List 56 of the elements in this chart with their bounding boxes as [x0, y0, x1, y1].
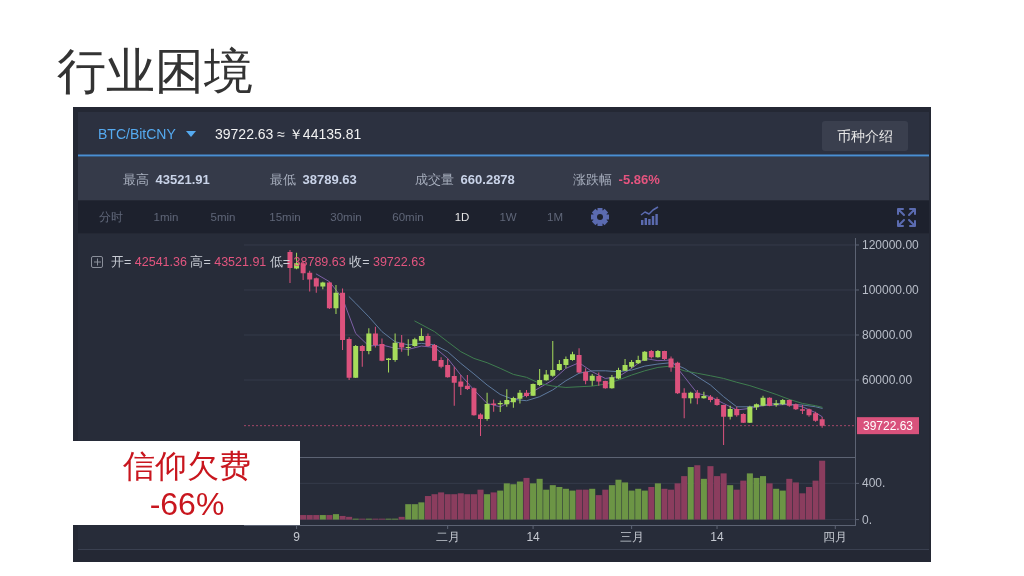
y-tick-label: 80000.00 — [862, 328, 913, 343]
text: 行业困境 — [57, 44, 253, 98]
text: 成交量 660.2878 — [415, 171, 515, 187]
text: 最低 38789.63 — [270, 171, 357, 187]
candlestick — [799, 405, 805, 415]
bar — [654, 483, 661, 520]
bar — [589, 488, 596, 520]
y-tick-label: 400. — [862, 476, 886, 491]
ref-line-label: 39722.63 — [862, 418, 914, 433]
text: 39722.63 ≈ ￥44135.81 — [215, 126, 362, 142]
y-tick-label: 100000.00 — [862, 282, 920, 297]
candlestick — [596, 372, 602, 386]
bar — [523, 477, 530, 520]
y-tick-label: 60000.00 — [862, 373, 913, 388]
x-tick-label: 四月 — [823, 530, 848, 544]
text: 1min — [153, 211, 179, 223]
y-tick-label: 120000.00 — [862, 237, 920, 252]
bar — [648, 486, 655, 520]
text: 最高 43521.91 — [123, 171, 210, 187]
bar — [490, 492, 497, 520]
bar — [727, 485, 734, 520]
candlestick — [418, 328, 424, 342]
x-tick-label: 14 — [526, 530, 541, 544]
bar — [326, 515, 333, 520]
text: 1D — [454, 211, 470, 223]
text: BTC/BitCNY — [98, 126, 177, 142]
candlestick — [753, 403, 759, 410]
text: 15min — [269, 211, 301, 223]
candlestick — [313, 277, 319, 293]
x-tick-label: 二月 — [435, 530, 460, 544]
text: 1W — [499, 211, 517, 223]
bar — [694, 465, 701, 520]
bar — [687, 467, 694, 520]
bar — [484, 494, 491, 520]
text: -66% — [149, 486, 225, 522]
text: 涨跌幅 -5.86% — [573, 171, 661, 187]
bar — [700, 478, 707, 520]
text: 1M — [547, 211, 563, 223]
bar — [766, 483, 773, 520]
y-tick-label: 0. — [862, 512, 873, 527]
x-tick-label: 三月 — [619, 530, 644, 544]
text: 分时 — [99, 211, 123, 223]
candlestick — [399, 335, 405, 352]
annotation: 信仰欠费 — [123, 448, 251, 484]
text: 30min — [330, 211, 362, 223]
x-tick-label: 9 — [293, 530, 301, 544]
bar — [332, 514, 339, 520]
candlestick — [386, 357, 392, 373]
x-tick-label: 14 — [710, 530, 725, 544]
bar — [398, 516, 405, 520]
text: 5min — [210, 211, 236, 223]
text: 币种介绍 — [837, 128, 893, 144]
candlestick — [405, 339, 411, 356]
bar — [319, 515, 326, 520]
text: 60min — [392, 211, 424, 223]
candlestick — [491, 399, 497, 412]
